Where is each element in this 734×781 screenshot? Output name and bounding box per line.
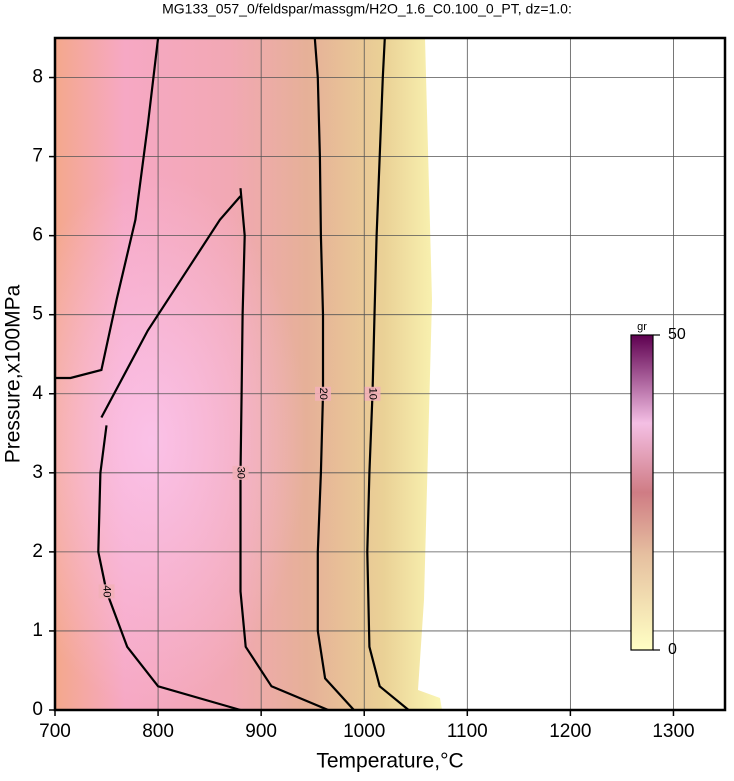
contour-label: 30 <box>235 467 247 479</box>
x-tick-label: 1200 <box>549 721 591 742</box>
y-tick-label: 3 <box>32 462 43 483</box>
y-tick-label: 1 <box>32 620 43 641</box>
y-tick-label: 0 <box>32 699 43 720</box>
x-tick-label: 1100 <box>447 721 488 742</box>
y-tick-label: 6 <box>32 225 43 246</box>
y-tick-label: 5 <box>32 304 43 325</box>
colorbar-label: gr <box>637 321 647 333</box>
x-tick-label: 800 <box>142 721 174 742</box>
y-tick-label: 2 <box>32 541 43 562</box>
chart-title: MG133_057_0/feldspar/massgm/H2O_1.6_C0.1… <box>162 1 572 17</box>
x-axis-label: Temperature,°C <box>316 750 463 773</box>
x-tick-label: 1000 <box>343 721 385 742</box>
colorbar-tick-label: 0 <box>668 641 677 658</box>
y-tick-label: 7 <box>32 146 43 167</box>
y-tick-label: 4 <box>32 383 43 404</box>
contour-label-bg <box>315 386 331 401</box>
colorbar <box>630 334 654 651</box>
y-axis-label: Pressure,x100MPa <box>2 284 25 463</box>
x-tick-label: 1300 <box>652 721 694 742</box>
contour-label: 20 <box>317 388 329 400</box>
colorbar-tick-label: 50 <box>668 326 686 343</box>
plot-frame <box>53 36 727 712</box>
contour-label: 10 <box>367 388 379 400</box>
data-field-shade <box>55 38 442 710</box>
contour-label-bg <box>232 465 249 480</box>
x-tick-label: 900 <box>245 721 277 742</box>
contour-label-bg <box>364 386 381 401</box>
contour-label: 40 <box>101 585 113 597</box>
x-tick-label: 700 <box>39 721 71 742</box>
y-tick-label: 8 <box>32 67 43 88</box>
boundary-line <box>55 37 160 380</box>
contour-label-bg <box>98 584 115 599</box>
boundary-line <box>100 195 242 419</box>
